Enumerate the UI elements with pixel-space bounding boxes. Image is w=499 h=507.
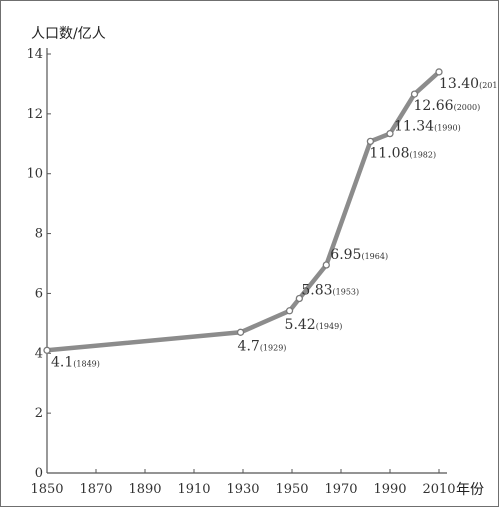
data-point: [435, 68, 443, 76]
data-point: [366, 137, 375, 146]
data-label-year: (1949): [316, 322, 343, 331]
y-tick-label: 12: [26, 107, 43, 122]
y-tick-label: 14: [26, 47, 43, 62]
data-label: 5.83(1953): [301, 283, 359, 299]
axes: 0 2 4 6 8 10 12 14 1850 1870 1890 1910 1930 1950 1970 1…: [26, 47, 455, 497]
y-tick-label: 0: [35, 466, 43, 481]
data-labels: 4.1(1849) 4.7(1929) 5.42(1949) 5.83(1953) 6.…: [51, 76, 498, 370]
data-label-year: (1990): [434, 124, 461, 133]
x-tick-label: 1990: [373, 482, 406, 497]
x-tick-label: 2010: [422, 482, 455, 497]
data-label-value: 13.40: [439, 76, 479, 92]
data-label: 6.95(1964): [330, 247, 388, 263]
data-point: [295, 294, 304, 303]
data-label-value: 5.83: [301, 283, 332, 299]
data-label: 12.66(2000): [414, 98, 481, 114]
data-point: [410, 90, 419, 98]
data-label: 13.40(2010): [439, 76, 498, 92]
data-label-year: (1982): [409, 150, 436, 159]
data-label: 5.42(1949): [285, 317, 343, 333]
data-label-year: (1929): [260, 343, 287, 352]
x-tick-label: 1850: [30, 482, 63, 497]
y-tick-label: 8: [35, 227, 43, 242]
y-tick-label: 6: [35, 286, 43, 301]
data-label: 4.7(1929): [238, 338, 287, 354]
data-label: 11.34(1990): [394, 119, 461, 135]
y-tick-label: 2: [35, 406, 43, 421]
data-label-value: 6.95: [330, 247, 361, 263]
data-point: [236, 328, 245, 336]
x-axis-title: 年份: [456, 482, 484, 498]
x-tick-label: 1930: [226, 482, 259, 497]
data-label-value: 11.34: [394, 119, 434, 135]
plot-area: [43, 68, 443, 354]
data-label-year: (1849): [73, 359, 100, 368]
data-point: [43, 346, 51, 354]
x-tick-label: 1910: [177, 482, 210, 497]
data-label-value: 12.66: [414, 98, 454, 114]
data-label: 4.1(1849): [51, 354, 100, 370]
data-point: [386, 129, 394, 138]
y-tick-label: 4: [35, 346, 43, 361]
x-tick-label: 1950: [275, 482, 308, 497]
data-point: [285, 307, 294, 315]
y-tick-label: 10: [26, 167, 43, 182]
data-point: [322, 261, 330, 269]
x-tick-label: 1870: [79, 482, 112, 497]
population-series-line: [44, 69, 442, 353]
x-tick-label: 1890: [128, 482, 161, 497]
data-label-value: 4.7: [238, 338, 260, 354]
data-label-year: (1953): [333, 288, 360, 297]
x-tick-label: 1970: [324, 482, 357, 497]
data-label-year: (2010): [479, 81, 498, 90]
data-label-value: 5.42: [285, 317, 316, 333]
data-label-year: (1964): [361, 252, 388, 261]
data-label-value: 4.1: [51, 354, 73, 370]
data-label-year: (2000): [454, 103, 481, 112]
data-label-value: 11.08: [369, 145, 409, 161]
data-label: 11.08(1982): [369, 145, 436, 161]
y-axis-title: 人口数/亿人: [31, 26, 106, 42]
